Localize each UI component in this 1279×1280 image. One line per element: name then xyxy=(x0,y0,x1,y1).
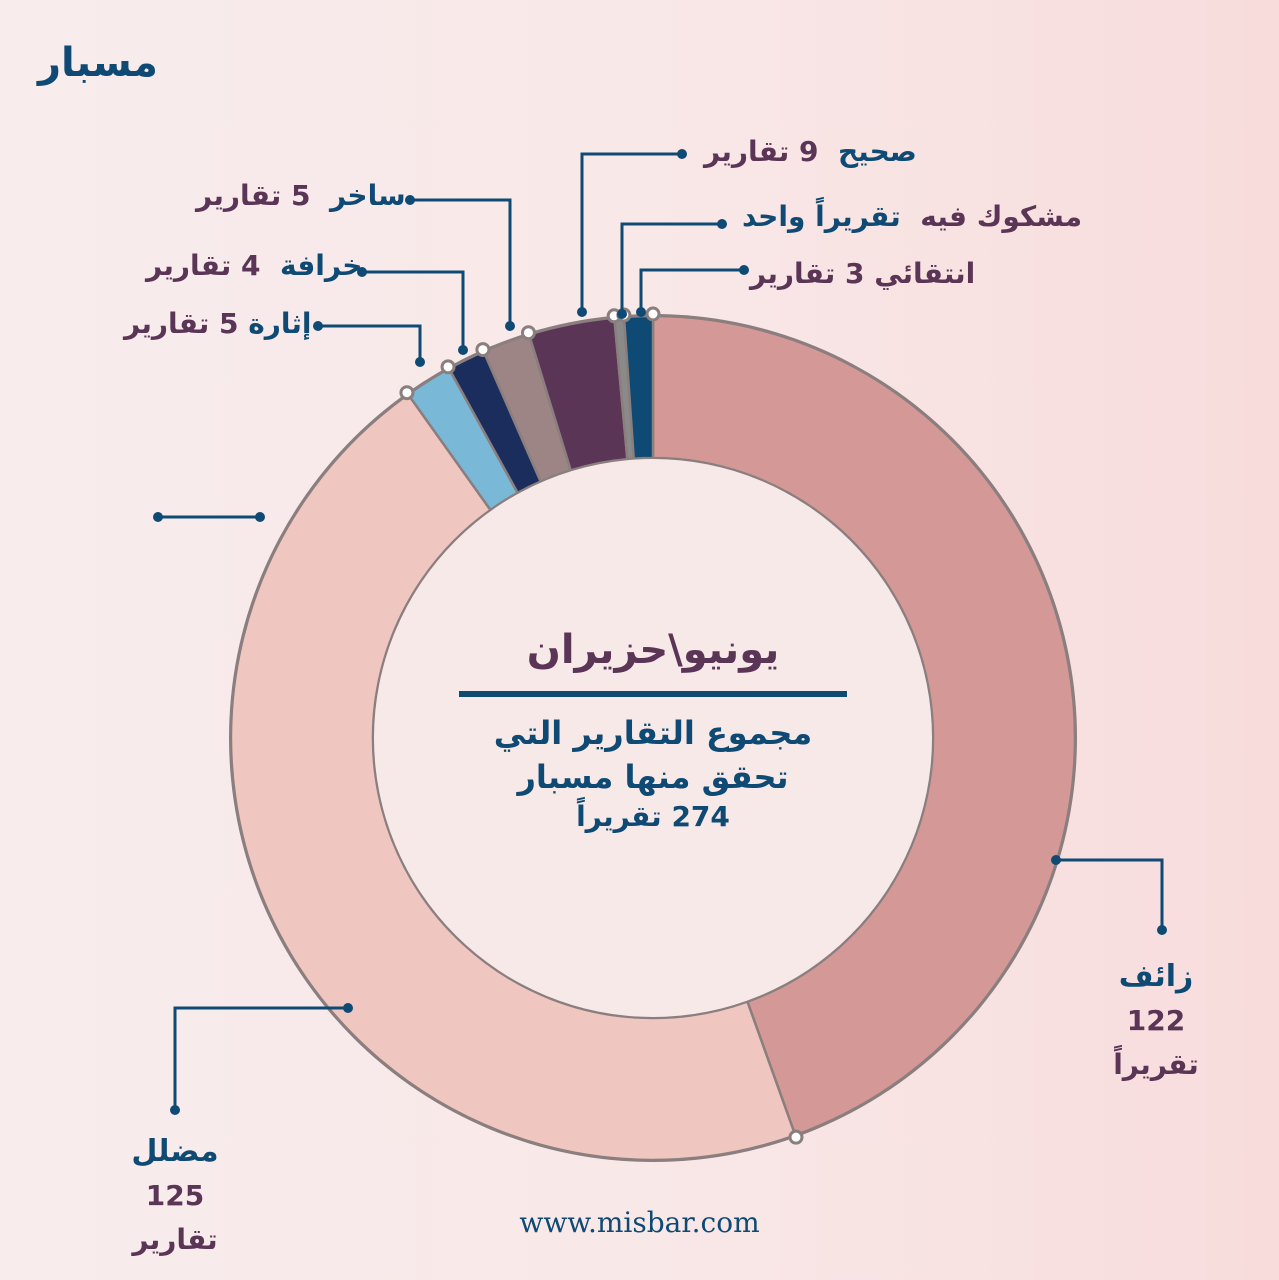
leader-line xyxy=(580,152,682,312)
label-questionable: مشكوك فيه تقريراً واحد xyxy=(742,200,1083,233)
leader-line xyxy=(1056,858,1164,930)
description-line2: تحقق منها مسبار xyxy=(517,758,789,796)
label-provocative: إثارة 5 تقارير xyxy=(124,307,312,340)
leader-line xyxy=(410,198,512,326)
label-myth: خرافة 4 تقارير xyxy=(146,249,363,282)
total-reports: 274 تقريراً xyxy=(576,800,730,833)
leader-line xyxy=(173,1006,348,1110)
chart-center-text: يونيو\حزيران مجموع التقارير التي تحقق من… xyxy=(433,615,873,835)
leader-line xyxy=(639,268,744,312)
label-satire: ساخر 5 تقارير xyxy=(196,179,406,212)
label-misleading: مضلل 125 تقارير xyxy=(131,1134,219,1256)
leader-line xyxy=(318,324,422,362)
description-line1: مجموع التقارير التي xyxy=(493,714,813,752)
donut-slice xyxy=(651,314,1077,1137)
divider xyxy=(459,691,847,697)
leader-line xyxy=(362,270,465,350)
footer-url[interactable]: www.misbar.com xyxy=(519,1206,760,1239)
misbar-logo: مسبار xyxy=(38,40,158,86)
label-true: صحيح 9 تقارير xyxy=(704,135,917,168)
label-selective: انتقائي 3 تقارير xyxy=(750,257,976,290)
month-title: يونيو\حزيران xyxy=(526,627,780,673)
donut-slice xyxy=(229,392,797,1162)
label-fake: زائف 122 تقريراً xyxy=(1113,959,1199,1081)
leader-line xyxy=(620,222,722,314)
donut-slice xyxy=(622,314,655,460)
